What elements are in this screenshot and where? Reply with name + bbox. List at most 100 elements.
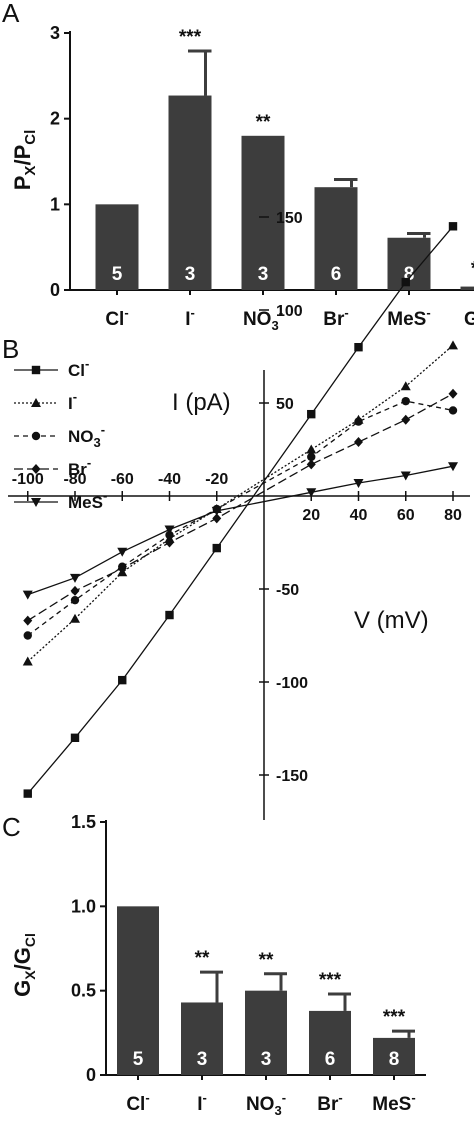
panel-c-category-label: Cl- <box>126 1090 149 1115</box>
panel-b-letter: B <box>2 334 19 364</box>
series-i-point <box>448 340 458 350</box>
panel-b-xtick-label: -20 <box>205 471 228 488</box>
panel-a-category-label: Br- <box>323 305 348 330</box>
panel-a-category-label: Cl- <box>105 305 128 330</box>
panel-b-ytick-label: 150 <box>276 210 303 227</box>
series-cl-point <box>165 610 174 620</box>
panel-c: C GX/GCl 0 0.5 1.0 1.5 5 Cl- 3 ** I- 3 ** NO3- 6 *** B… <box>2 812 426 1118</box>
series-cl-point <box>23 789 32 798</box>
legend-mes-label: MeS- <box>68 488 107 512</box>
series-cl-point <box>118 675 127 685</box>
panel-b-xlabel: V (mV) <box>354 607 429 634</box>
series-mes-line <box>27 465 454 596</box>
panel-c-ytick-label: 1.5 <box>71 812 96 832</box>
panel-b-xtick-label: 20 <box>302 507 320 524</box>
panel-a-n-label: 6 <box>331 264 342 285</box>
panel-a-n-label: 3 <box>185 264 196 285</box>
panel-b-ylabel: I (pA) <box>172 389 231 416</box>
panel-c-significance-label: *** <box>383 1007 406 1028</box>
panel-b-xtick-label: -80 <box>63 471 86 488</box>
panel-c-category-label: I- <box>197 1090 207 1115</box>
panel-c-plot: 0 0.5 1.0 1.5 5 Cl- 3 ** I- 3 ** NO3- 6 *** Br- 8 *** MeS… <box>71 812 426 1118</box>
panel-c-bar <box>117 906 159 1075</box>
panel-c-bar <box>245 990 287 1075</box>
panel-a-n-label: 5 <box>112 264 123 285</box>
panel-b-ytick-label: -50 <box>276 582 299 599</box>
series-br-point <box>306 459 316 470</box>
panel-a-bar <box>314 187 358 290</box>
panel-c-category-label: Br- <box>317 1090 342 1115</box>
series-br-point <box>354 437 363 448</box>
panel-c-n-label: 8 <box>389 1049 400 1070</box>
panel-c-letter: C <box>2 812 21 842</box>
series-br-point <box>212 513 222 524</box>
series-no-point <box>401 396 410 406</box>
series-br-point <box>448 388 458 399</box>
panel-b-legend: Cl- I- NO3- Br- MeS- <box>14 356 107 512</box>
legend-br-marker <box>31 464 41 474</box>
series-no-point <box>23 631 32 640</box>
panel-a-category-label: MeS- <box>387 305 430 330</box>
series-mes-point <box>117 547 128 557</box>
series-no-point <box>448 406 458 415</box>
legend-no-marker <box>31 431 41 441</box>
panel-b-ytick-label: -150 <box>276 768 308 785</box>
panel-a-significance-label: *** <box>179 27 202 48</box>
panel-a-n-label: 8 <box>404 264 415 285</box>
series-cl-point <box>307 409 316 419</box>
legend-mes-marker <box>31 498 41 507</box>
panel-c-bar <box>309 1010 351 1075</box>
panel-b-ytick-label: 100 <box>276 303 303 320</box>
legend-br-label: Br- <box>68 455 91 479</box>
panel-c-n-label: 3 <box>261 1049 272 1070</box>
panel-c-ylabel-text: GX/GCl <box>10 933 38 997</box>
series-mes-point <box>353 478 364 488</box>
legend-i-marker <box>31 398 41 407</box>
series-cl-point <box>70 733 80 742</box>
panel-a-bar <box>95 204 139 290</box>
panel-b-xtick-label: -40 <box>158 471 181 488</box>
panel-a-ytick-label: 1 <box>50 194 60 214</box>
series-mes-point <box>211 506 222 516</box>
legend-no-label: NO3- <box>68 422 105 450</box>
panel-a-ylabel: PX/PCl <box>10 130 39 191</box>
panel-c-n-label: 6 <box>325 1049 336 1070</box>
series-i-point <box>400 381 411 391</box>
series-mes-point <box>70 573 80 583</box>
series-i-point <box>22 656 33 666</box>
series-br-point <box>70 585 80 596</box>
series-no-point <box>354 417 363 426</box>
series-mes-point <box>400 471 411 481</box>
panel-c-significance-label: *** <box>319 970 342 991</box>
panel-c-ylabel: GX/GCl <box>10 933 38 997</box>
series-i-point <box>306 444 317 454</box>
panel-c-n-label: 3 <box>197 1049 208 1070</box>
panel-a-letter: A <box>2 0 20 28</box>
panel-b-ytick-label: 50 <box>276 396 294 413</box>
series-br-point <box>165 537 174 548</box>
series-no-point <box>70 595 80 605</box>
panel-b-xtick-label: -100 <box>12 471 44 488</box>
series-br-point <box>23 615 33 626</box>
panel-b-ytick-label: -100 <box>276 675 308 692</box>
series-no-point <box>165 530 174 540</box>
panel-a-significance-label: *** <box>471 258 474 279</box>
panel-c-significance-label: ** <box>195 948 210 969</box>
series-no-point <box>307 452 316 462</box>
panel-b-xtick-label: 60 <box>397 507 415 524</box>
panel-c-category-label: NO3- <box>246 1090 286 1118</box>
panel-a-ytick-label: 3 <box>50 23 60 43</box>
panel-a-bar <box>241 135 285 290</box>
panel-c-bar <box>373 1037 415 1075</box>
panel-a-bar <box>168 95 212 290</box>
panel-c-category-label: MeS- <box>372 1090 415 1115</box>
panel-a-ytick-label: 2 <box>50 109 60 129</box>
series-cl-point <box>354 343 363 352</box>
panel-c-ytick-label: 0 <box>86 1065 96 1085</box>
panel-b-xtick-label: 80 <box>444 507 462 524</box>
panel-c-ytick-label: 1.0 <box>71 896 96 916</box>
series-cl-point <box>212 543 221 553</box>
